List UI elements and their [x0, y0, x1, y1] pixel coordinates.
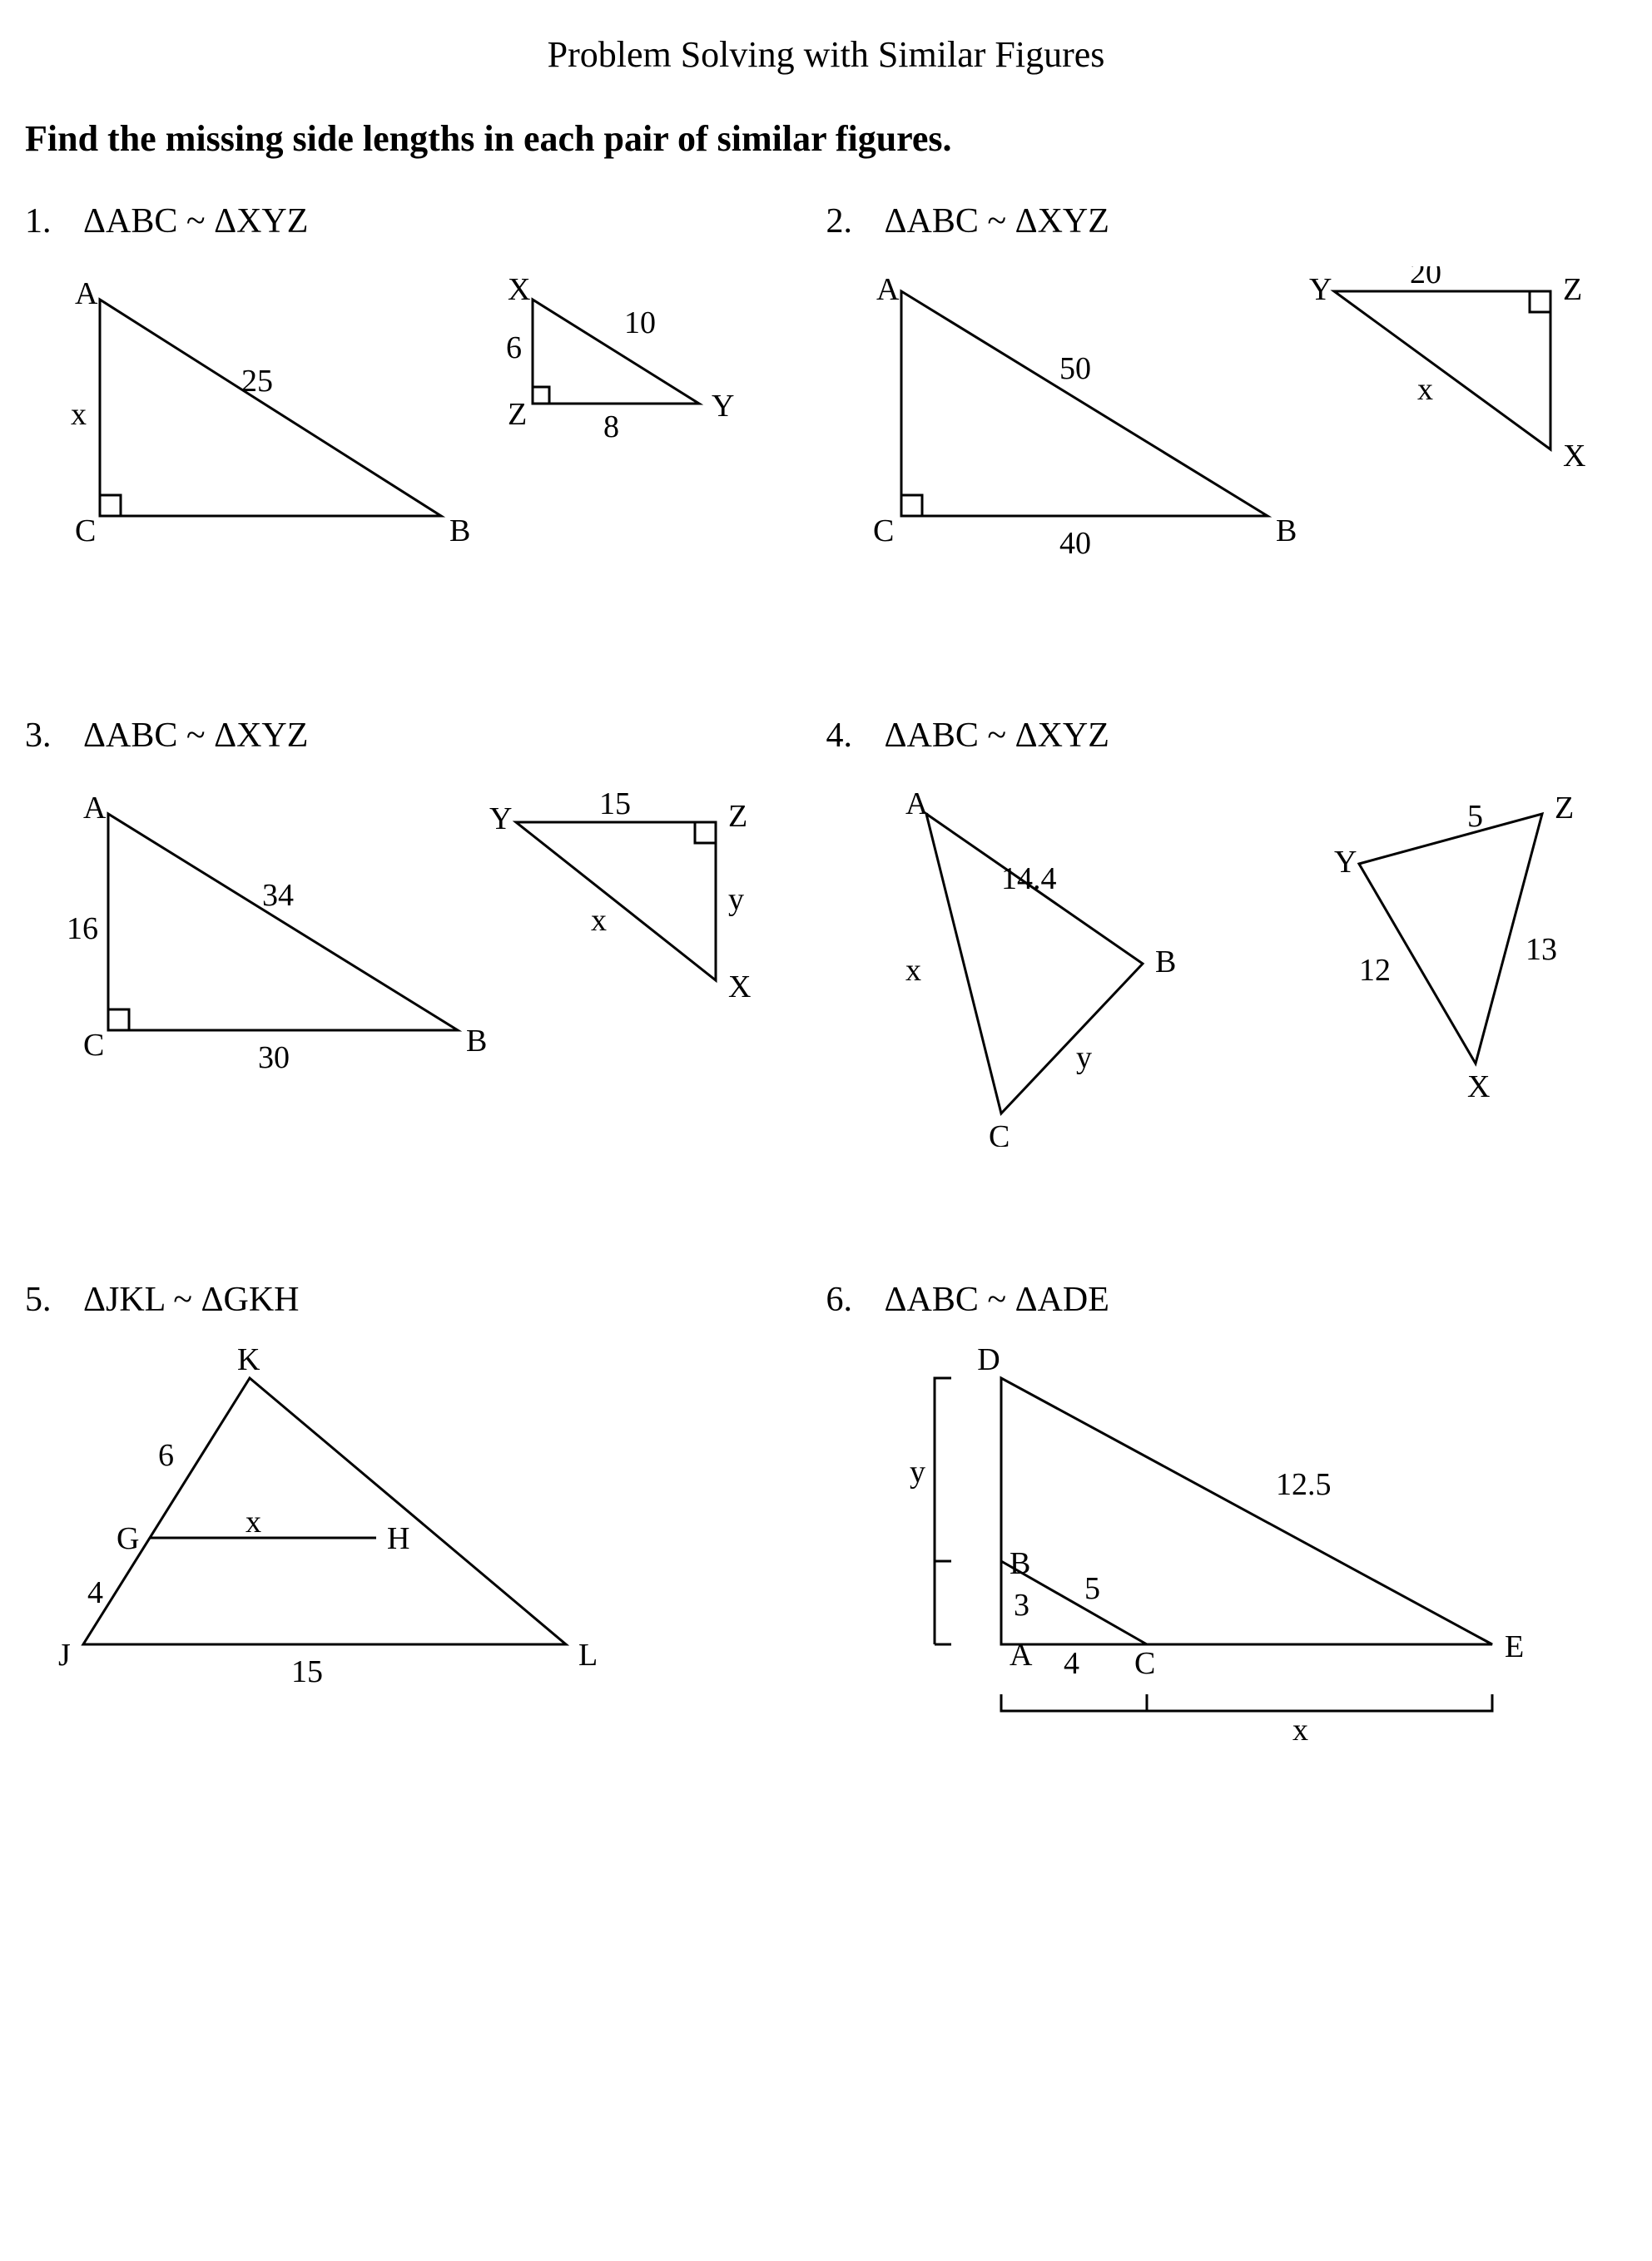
- problem-number: 3.: [25, 716, 83, 756]
- side-AC-x: x: [71, 397, 87, 432]
- vertex-X: X: [1563, 439, 1585, 474]
- vertex-E: E: [1505, 1629, 1524, 1664]
- problem-3: 3. ΔABC ~ ΔXYZ A C B 34 16 30 Y Z X 15 x…: [25, 716, 826, 1147]
- instruction-text: Find the missing side lengths in each pa…: [25, 117, 1627, 160]
- side-GJ: 4: [87, 1575, 103, 1610]
- vertex-K: K: [237, 1345, 260, 1377]
- similar-statement: ΔJKL ~ ΔGKH: [83, 1280, 300, 1320]
- vertex-X: X: [1467, 1069, 1490, 1104]
- side-XY: 10: [624, 305, 656, 340]
- problem-1: 1. ΔABC ~ ΔXYZ A C B 25 x X Z Y 10 6 8: [25, 201, 826, 583]
- problem-1-figure: A C B 25 x X Z Y 10 6 8: [25, 266, 824, 583]
- side-ZX: 13: [1525, 932, 1557, 967]
- vertex-B: B: [449, 513, 470, 548]
- side-YX: 12: [1359, 953, 1391, 988]
- vertex-Y: Y: [1309, 272, 1332, 307]
- vertex-C: C: [1134, 1646, 1155, 1681]
- vertex-J: J: [58, 1638, 71, 1673]
- problem-number: 2.: [826, 201, 885, 241]
- side-YZ: 15: [599, 786, 631, 821]
- side-XZ: 6: [506, 330, 522, 365]
- side-ZY: 8: [603, 409, 619, 444]
- vertex-B: B: [466, 1024, 487, 1059]
- vertex-Z: Z: [728, 799, 747, 834]
- side-YX-x: x: [1417, 372, 1433, 407]
- problem-row-2: 3. ΔABC ~ ΔXYZ A C B 34 16 30 Y Z X 15 x…: [25, 716, 1627, 1147]
- similar-statement: ΔABC ~ ΔXYZ: [885, 201, 1109, 241]
- vertex-C: C: [873, 513, 894, 548]
- side-AB: 3: [1014, 1588, 1029, 1623]
- problem-6: 6. ΔABC ~ ΔADE A B C D E 12.5 5 3 4 y: [826, 1280, 1628, 1744]
- vertex-G: G: [117, 1521, 139, 1556]
- vertex-C: C: [75, 513, 96, 548]
- vertex-A: A: [75, 276, 98, 311]
- vertex-B: B: [1276, 513, 1297, 548]
- vertex-A: A: [1010, 1638, 1033, 1673]
- side-YZ: 5: [1467, 799, 1483, 834]
- side-DE: 12.5: [1276, 1467, 1332, 1502]
- vertex-Y: Y: [489, 801, 512, 836]
- vertex-Y: Y: [712, 389, 734, 424]
- problem-row-1: 1. ΔABC ~ ΔXYZ A C B 25 x X Z Y 10 6 8 2…: [25, 201, 1627, 583]
- similar-statement: ΔABC ~ ΔXYZ: [83, 716, 308, 756]
- side-AB: 50: [1059, 351, 1091, 386]
- vertex-L: L: [578, 1638, 598, 1673]
- vertex-Z: Z: [1563, 272, 1582, 307]
- vertex-D: D: [977, 1345, 1000, 1377]
- problem-number: 6.: [826, 1280, 885, 1320]
- side-BC-y: y: [1076, 1040, 1092, 1075]
- similar-statement: ΔABC ~ ΔADE: [885, 1280, 1109, 1320]
- similar-statement: ΔABC ~ ΔXYZ: [83, 201, 308, 241]
- problem-4: 4. ΔABC ~ ΔXYZ A B C 14.4 x y Y Z X 5 12…: [826, 716, 1628, 1147]
- vertex-B: B: [1010, 1546, 1030, 1581]
- side-AB: 25: [241, 364, 273, 399]
- problem-5: 5. ΔJKL ~ ΔGKH K J L G H 6 4 x 15: [25, 1280, 826, 1744]
- vertex-C: C: [989, 1119, 1010, 1147]
- vertex-X: X: [508, 272, 530, 307]
- problem-number: 5.: [25, 1280, 83, 1320]
- problem-4-figure: A B C 14.4 x y Y Z X 5 12 13: [826, 781, 1625, 1147]
- side-AB: 34: [262, 878, 294, 913]
- bracket-y: y: [910, 1455, 925, 1490]
- side-YZ: 20: [1410, 266, 1441, 290]
- side-CB: 30: [258, 1040, 290, 1075]
- vertex-Z: Z: [508, 397, 527, 432]
- vertex-A: A: [905, 786, 929, 821]
- vertex-X: X: [728, 969, 751, 1004]
- side-YX-x: x: [591, 903, 607, 938]
- problem-6-figure: A B C D E 12.5 5 3 4 y x: [826, 1345, 1625, 1744]
- bracket-x: x: [1292, 1713, 1308, 1744]
- vertex-Y: Y: [1334, 845, 1357, 880]
- problem-row-3: 5. ΔJKL ~ ΔGKH K J L G H 6 4 x 15 6. ΔAB…: [25, 1280, 1627, 1744]
- side-GH-x: x: [246, 1505, 261, 1540]
- page-title: Problem Solving with Similar Figures: [25, 33, 1627, 76]
- side-AC: 4: [1064, 1646, 1079, 1681]
- side-ZX-y: y: [728, 882, 744, 917]
- vertex-C: C: [83, 1028, 104, 1063]
- problem-number: 4.: [826, 716, 885, 756]
- vertex-A: A: [83, 791, 107, 826]
- similar-statement: ΔABC ~ ΔXYZ: [885, 716, 1109, 756]
- problem-5-figure: K J L G H 6 4 x 15: [25, 1345, 824, 1694]
- problem-number: 1.: [25, 201, 83, 241]
- problem-2-figure: A C B 50 40 Y Z X 20 x: [826, 266, 1625, 583]
- vertex-Z: Z: [1555, 791, 1574, 826]
- side-KG: 6: [158, 1438, 174, 1473]
- side-AB: 14.4: [1001, 861, 1057, 896]
- side-AC-x: x: [905, 953, 921, 988]
- side-BC: 5: [1084, 1571, 1100, 1606]
- problem-3-figure: A C B 34 16 30 Y Z X 15 x y: [25, 781, 824, 1113]
- problem-2: 2. ΔABC ~ ΔXYZ A C B 50 40 Y Z X 20 x: [826, 201, 1628, 583]
- vertex-B: B: [1155, 945, 1176, 979]
- vertex-H: H: [387, 1521, 409, 1556]
- side-JL: 15: [291, 1654, 323, 1689]
- side-AC: 16: [67, 911, 98, 946]
- side-CB: 40: [1059, 526, 1091, 561]
- vertex-A: A: [876, 272, 900, 307]
